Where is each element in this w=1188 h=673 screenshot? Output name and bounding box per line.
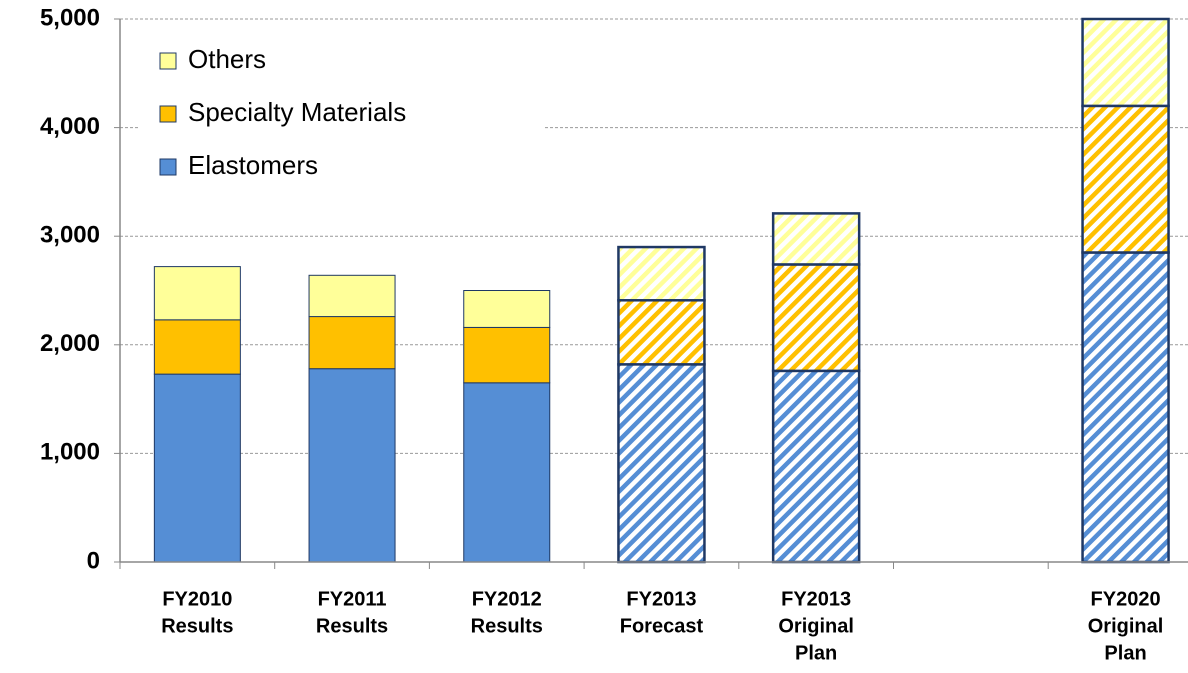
bar-segment [308,368,396,563]
legend-label: Elastomers [188,150,318,180]
legend-swatch [159,52,177,70]
bar-segment [771,369,861,564]
bar-segment [153,266,241,321]
bar-segment [463,326,551,384]
legend-swatch [159,158,177,176]
x-tick-label: Plan [1104,642,1146,664]
legend-box [140,32,545,192]
x-tick-label: Original [778,615,854,637]
y-tick-label: 2,000 [40,330,100,357]
y-tick-label: 0 [87,547,100,574]
bar-segment [463,382,551,563]
x-tick-label: Results [161,615,233,637]
bar-segment [617,363,706,564]
legend-label: Specialty Materials [188,97,406,127]
y-tick-label: 3,000 [40,222,100,249]
x-tick-label: Plan [795,642,837,664]
x-tick-label: FY2020 [1091,588,1161,610]
bar-segment [771,212,861,266]
bar-segment [1081,17,1170,108]
x-tick-label: Forecast [620,615,704,637]
bar-segment [617,299,706,366]
bar-segment [1081,251,1170,564]
x-tick-label: FY2010 [162,588,232,610]
x-tick-label: FY2012 [472,588,542,610]
x-tick-label: FY2013 [626,588,696,610]
bar-segment [617,245,706,302]
x-tick-label: Results [471,615,543,637]
bar-segment [153,319,241,375]
bar-segment [153,373,241,563]
bar-segment [308,274,396,318]
y-tick-label: 5,000 [40,4,100,31]
x-tick-label: Results [316,615,388,637]
x-tick-label: FY2011 [318,588,387,610]
bar-segment [771,263,861,373]
x-tick-label: FY2013 [781,588,851,610]
y-tick-label: 4,000 [40,113,100,140]
y-tick-label: 1,000 [40,439,100,466]
legend-label: Others [188,44,266,74]
x-tick-label: Original [1088,615,1164,637]
bar-segment [308,316,396,370]
legend-swatch [159,105,177,123]
bar-segment [463,290,551,328]
bar-segment [1081,104,1170,254]
